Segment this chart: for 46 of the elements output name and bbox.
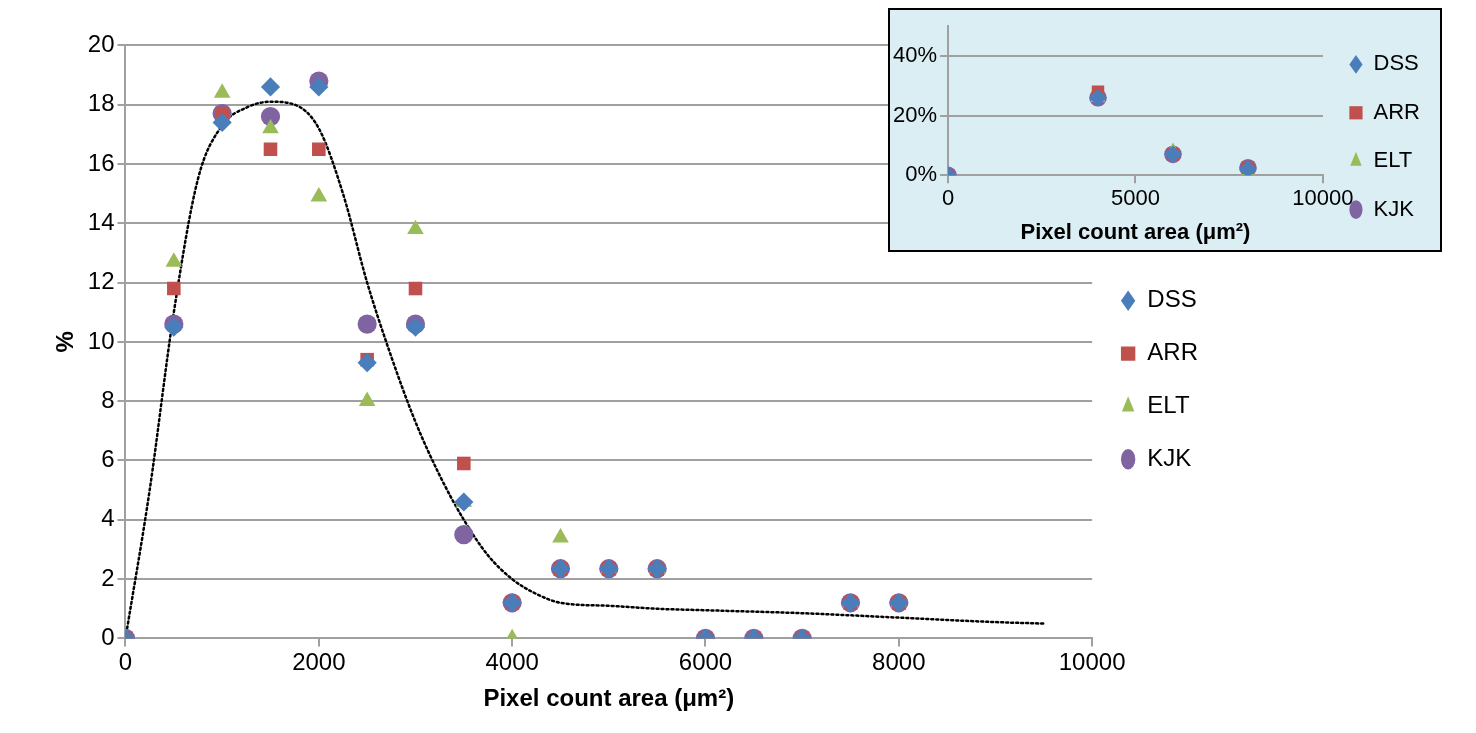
x-tick-label: 0 <box>118 648 133 676</box>
y-tick-label: 14 <box>87 207 115 235</box>
point <box>357 353 377 373</box>
legend-label: ARR <box>1373 98 1420 124</box>
x-axis-title: Pixel count area (μm²) <box>483 684 735 712</box>
point <box>212 112 232 133</box>
y-tick-label: 20% <box>892 101 938 127</box>
x-tick-label: 8000 <box>872 648 926 676</box>
y-tick-label: 40% <box>892 42 938 68</box>
x-tick-label: 0 <box>941 185 955 211</box>
y-tick-label: 16 <box>87 148 115 176</box>
legend-label: DSS <box>1373 50 1419 76</box>
y-tick-label: 2 <box>101 563 115 591</box>
y-axis-title: % <box>51 331 79 353</box>
point <box>357 314 377 334</box>
legend-label: ELT <box>1147 391 1190 419</box>
y-tick-label: 0 <box>101 623 115 651</box>
point <box>260 77 281 97</box>
y-tick-label: 6 <box>101 445 115 473</box>
x-tick-label: 10000 <box>1058 648 1126 676</box>
legend-label: DSS <box>1147 285 1197 313</box>
x-axis-title: Pixel count area (μm²) <box>1020 218 1251 244</box>
legend-label: ELT <box>1373 147 1413 173</box>
y-tick-label: 20 <box>87 30 115 58</box>
point <box>454 525 474 545</box>
legend-label: KJK <box>1373 195 1415 221</box>
point <box>454 492 474 512</box>
x-tick-label: 4000 <box>485 648 539 676</box>
y-tick-label: 10 <box>87 326 115 354</box>
x-tick-label: 5000 <box>1111 185 1160 211</box>
y-tick-label: 4 <box>101 504 115 532</box>
y-tick-label: 18 <box>87 89 115 117</box>
legend-label: ARR <box>1147 338 1198 366</box>
point <box>457 456 471 471</box>
x-tick-label: 6000 <box>678 648 733 676</box>
point <box>263 142 278 156</box>
point <box>167 281 181 296</box>
point <box>309 77 329 97</box>
point <box>312 142 326 156</box>
y-tick-label: 12 <box>87 267 115 295</box>
y-tick-label: 0% <box>905 161 938 187</box>
y-tick-label: 8 <box>101 385 115 413</box>
point <box>408 281 423 296</box>
legend-label: KJK <box>1147 443 1192 471</box>
x-tick-label: 2000 <box>292 648 346 676</box>
x-tick-label: 10000 <box>1292 185 1354 211</box>
